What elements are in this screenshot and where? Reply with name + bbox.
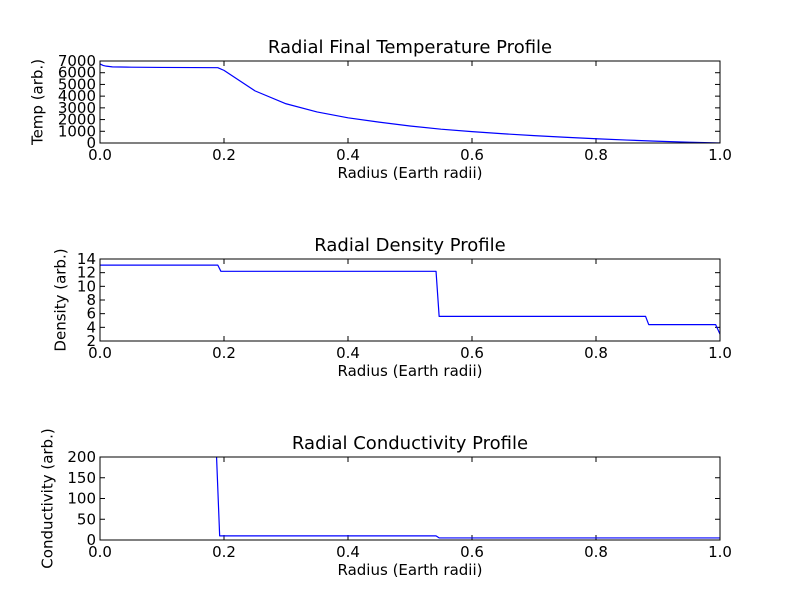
conductivity-y-tick-label: 150 [67, 469, 96, 487]
temperature-x-axis-label: Radius (Earth radii) [338, 164, 483, 182]
density-x-tick-label: 0.8 [584, 344, 608, 362]
density-x-tick-label: 0.2 [212, 344, 236, 362]
temperature-x-tick-label: 0.4 [336, 146, 360, 164]
density-x-tick-label: 1.0 [708, 344, 732, 362]
temperature-x-tick-label: 0.0 [88, 146, 112, 164]
density-y-tick-label: 8 [86, 291, 96, 309]
temperature-y-tick-label: 2000 [58, 111, 96, 129]
temperature-y-axis-label: Temp (arb.) [29, 59, 47, 146]
temperature-y-tick-label: 0 [86, 134, 96, 152]
density-x-tick-label: 0.6 [460, 344, 484, 362]
conductivity-y-tick-label: 50 [77, 510, 96, 528]
density-series-line [100, 264, 720, 335]
temperature-y-tick-label: 6000 [58, 64, 96, 82]
conductivity-x-tick-label: 0.0 [88, 543, 112, 561]
temperature-x-tick-label: 0.2 [212, 146, 236, 164]
temperature-x-tick-label: 1.0 [708, 146, 732, 164]
density-y-tick-label: 4 [86, 318, 96, 336]
conductivity-x-tick-label: 0.6 [460, 543, 484, 561]
conductivity-y-tick-label: 100 [67, 490, 96, 508]
temperature-y-tick-label: 3000 [58, 99, 96, 117]
conductivity-ticks: 0.0 0.2 0.4 0.6 0.8 1.0 0 50 100 150 200 [67, 448, 732, 561]
density-plot-area [100, 264, 720, 335]
temperature-ticks: 0.0 0.2 0.4 0.6 0.8 1.0 0100020003000400050006… [58, 52, 732, 164]
density-y-tick-label: 12 [77, 264, 96, 282]
temperature-y-tick-label: 4000 [58, 87, 96, 105]
density-y-tick-label: 14 [77, 250, 96, 268]
conductivity-x-tick-label: 0.2 [212, 543, 236, 561]
conductivity-panel: Radial Conductivity Profile Radius (Eart… [39, 428, 732, 579]
density-y-tick-label: 6 [86, 305, 96, 323]
temperature-series-line [100, 63, 720, 143]
density-y-tick-label: 2 [86, 332, 96, 350]
density-y-axis-label: Density (arb.) [52, 248, 70, 351]
temperature-x-tick-label: 0.8 [584, 146, 608, 164]
conductivity-y-axis-label: Conductivity (arb.) [39, 428, 57, 568]
density-x-tick-label: 0.4 [336, 344, 360, 362]
temperature-axes-frame [99, 60, 721, 144]
density-x-tick-label: 0.0 [88, 344, 112, 362]
density-axes-frame [99, 258, 721, 342]
density-chart-title: Radial Density Profile [314, 235, 505, 256]
temperature-plot-area [100, 63, 720, 143]
conductivity-x-tick-label: 0.4 [336, 543, 360, 561]
density-panel: Radial Density Profile Radius (Earth rad… [52, 235, 732, 380]
conductivity-series-line [215, 457, 720, 539]
temperature-y-tick-label: 1000 [58, 122, 96, 140]
temperature-x-tick-label: 0.6 [460, 146, 484, 164]
density-y-tick-label: 10 [77, 277, 96, 295]
conductivity-plot-area [215, 457, 720, 539]
conductivity-x-tick-label: 1.0 [708, 543, 732, 561]
conductivity-axes-frame [99, 456, 721, 541]
temperature-y-tick-label: 5000 [58, 75, 96, 93]
conductivity-x-axis-label: Radius (Earth radii) [338, 561, 483, 579]
conductivity-chart-title: Radial Conductivity Profile [292, 433, 528, 454]
density-x-axis-label: Radius (Earth radii) [338, 362, 483, 380]
conductivity-y-tick-label: 200 [67, 448, 96, 466]
temperature-panel: Radial Final Temperature Profile Radius … [29, 37, 732, 182]
temperature-chart-title: Radial Final Temperature Profile [268, 37, 552, 58]
temperature-y-tick-label: 7000 [58, 52, 96, 70]
conductivity-x-tick-label: 0.8 [584, 543, 608, 561]
conductivity-y-tick-label: 0 [86, 531, 96, 549]
